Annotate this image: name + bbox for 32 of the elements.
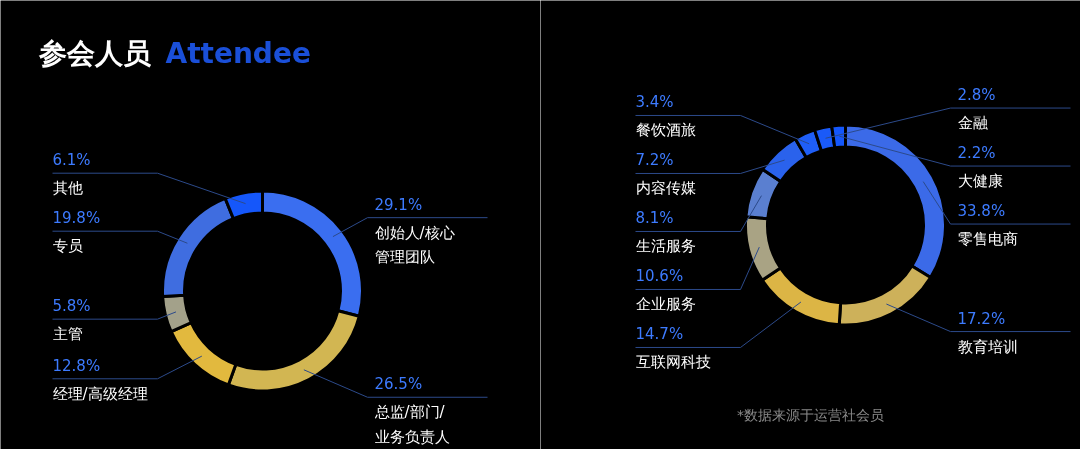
slice-label: 专员 — [52, 237, 83, 256]
slice-label: 互联网科技 — [635, 353, 711, 372]
data-label: 29.1% — [374, 195, 423, 214]
slice-label: 总监/部门/业务负责人 — [373, 403, 450, 446]
data-label: 17.2% — [957, 309, 1006, 328]
data-label: 2.8% — [957, 86, 996, 105]
data-label: 10.6% — [635, 267, 684, 286]
slice-label: 经理/高级经理 — [52, 384, 148, 403]
slice-label: 企业服务 — [635, 295, 696, 314]
data-label: 33.8% — [957, 202, 1006, 221]
data-label: 26.5% — [374, 375, 423, 394]
slice-label: 内容传媒 — [635, 179, 696, 198]
slice-label: 大健康 — [957, 172, 1003, 191]
slice-label: 教育培训 — [957, 337, 1018, 356]
data-label: 2.2% — [957, 144, 996, 163]
data-label: 19.8% — [52, 209, 101, 228]
data-label: 7.2% — [635, 151, 674, 170]
data-label: 3.4% — [635, 93, 674, 112]
data-label: 5.8% — [52, 297, 91, 316]
slice-label: 餐饮酒旅 — [635, 121, 696, 140]
slice-label: 其他 — [52, 179, 83, 198]
data-label: 12.8% — [52, 356, 101, 375]
data-label: 8.1% — [635, 209, 674, 228]
data-label: 14.7% — [635, 325, 684, 344]
slice-label: 金融 — [957, 114, 988, 133]
text: *数据来源于运营社会员 — [737, 407, 884, 423]
slice-label: 主管 — [52, 325, 83, 344]
slice-label: 创始人/核心管理团队 — [374, 223, 455, 266]
chart-title: 参会人员 Attendee — [37, 36, 311, 70]
slice-label: 零售电商 — [957, 230, 1018, 249]
slice-label: 生活服务 — [635, 237, 696, 256]
data-label: 6.1% — [52, 151, 91, 170]
